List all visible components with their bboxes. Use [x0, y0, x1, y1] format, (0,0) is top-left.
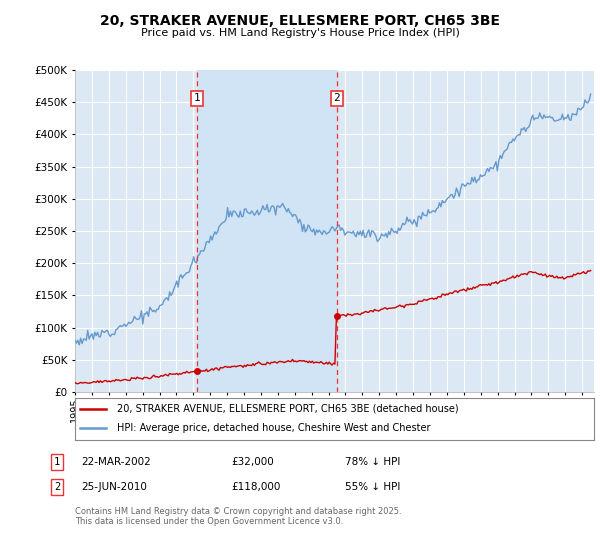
Text: £118,000: £118,000 [231, 482, 280, 492]
Text: Contains HM Land Registry data © Crown copyright and database right 2025.
This d: Contains HM Land Registry data © Crown c… [75, 507, 401, 526]
Text: HPI: Average price, detached house, Cheshire West and Chester: HPI: Average price, detached house, Ches… [116, 423, 430, 433]
Text: 2: 2 [334, 94, 340, 104]
Text: 2: 2 [54, 482, 60, 492]
Text: 22-MAR-2002: 22-MAR-2002 [81, 457, 151, 467]
Text: Price paid vs. HM Land Registry's House Price Index (HPI): Price paid vs. HM Land Registry's House … [140, 28, 460, 38]
Text: 1: 1 [54, 457, 60, 467]
Text: £32,000: £32,000 [231, 457, 274, 467]
Text: 20, STRAKER AVENUE, ELLESMERE PORT, CH65 3BE: 20, STRAKER AVENUE, ELLESMERE PORT, CH65… [100, 14, 500, 28]
Text: 78% ↓ HPI: 78% ↓ HPI [345, 457, 400, 467]
Text: 1: 1 [194, 94, 200, 104]
Text: 20, STRAKER AVENUE, ELLESMERE PORT, CH65 3BE (detached house): 20, STRAKER AVENUE, ELLESMERE PORT, CH65… [116, 404, 458, 414]
Text: 25-JUN-2010: 25-JUN-2010 [81, 482, 147, 492]
Bar [197, 70, 337, 392]
Text: 55% ↓ HPI: 55% ↓ HPI [345, 482, 400, 492]
